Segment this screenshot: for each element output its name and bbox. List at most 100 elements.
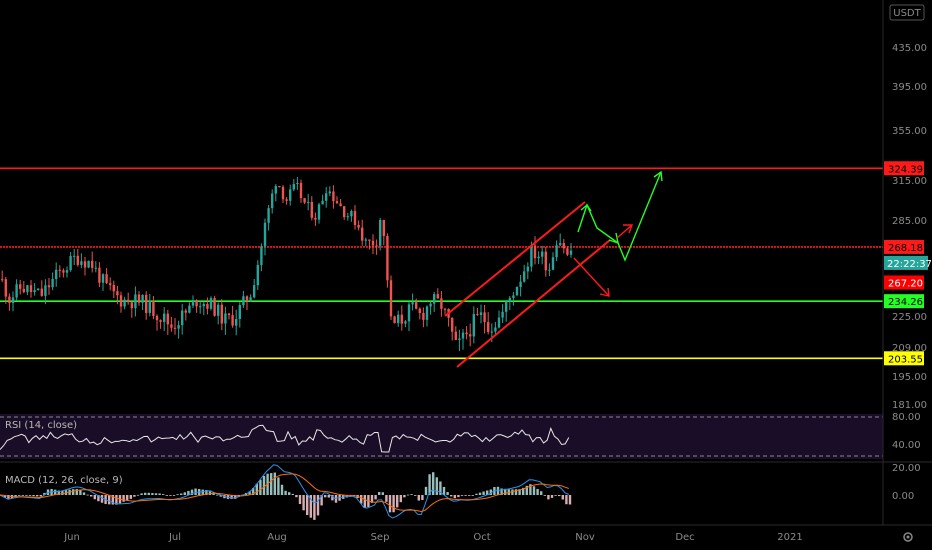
price-tick-label: 195.00: [892, 372, 927, 383]
macd-histogram-bar: [399, 495, 402, 503]
candle: [166, 309, 169, 335]
candle: [429, 301, 432, 315]
macd-histogram-bar: [248, 491, 251, 495]
macd-histogram-bar: [320, 495, 323, 506]
candle: [65, 266, 69, 278]
candle: [569, 243, 573, 258]
macd-histogram-bar: [169, 495, 172, 496]
candle: [364, 237, 367, 247]
projection-arrow-green[interactable]: [577, 171, 662, 262]
candle: [98, 262, 101, 288]
macd-histogram-bar: [540, 491, 543, 495]
macd-histogram-bar: [561, 495, 564, 500]
macd-label: MACD (12, 26, close, 9): [5, 475, 123, 486]
level-tag: 234.26: [884, 294, 924, 309]
arrow-head-green-2[interactable]: [608, 232, 619, 245]
macd-histogram-bar: [392, 495, 395, 513]
projection-arrow-red[interactable]: [573, 257, 610, 297]
macd-histogram-bar: [374, 495, 377, 500]
arrow-head-green-1[interactable]: [580, 203, 592, 212]
time-axis[interactable]: Jun Jul Aug Sep Oct Nov Dec 2021: [0, 524, 932, 543]
candle: [152, 295, 155, 320]
macd-histogram-bar: [514, 489, 518, 495]
price-tick-label: 181.00: [892, 400, 927, 411]
candle: [404, 320, 407, 328]
countdown-tag: 22:22:37: [884, 255, 932, 270]
macd-histogram-bar: [385, 495, 388, 502]
macd-histogram-bar: [219, 495, 222, 497]
macd-histogram-bar: [302, 495, 305, 511]
macd-line: [0, 464, 569, 519]
macd-histogram-bar: [280, 484, 284, 495]
macd-histogram-bar: [79, 490, 82, 495]
macd-histogram-bar: [543, 495, 546, 496]
macd-histogram-bar: [90, 495, 93, 497]
prev-close-tag: 267.20: [884, 275, 924, 290]
macd-histogram-bar: [25, 495, 28, 496]
macd-histogram-bar: [144, 492, 147, 495]
candle: [134, 286, 137, 317]
macd-histogram-bar: [424, 486, 428, 495]
candle: [487, 312, 490, 335]
candle: [411, 293, 414, 311]
candle: [209, 296, 213, 311]
macd-histogram-bar: [75, 489, 78, 495]
macd-histogram-bar: [36, 495, 39, 497]
time-tick-label: Jul: [168, 532, 181, 543]
currency-box[interactable]: [889, 4, 925, 21]
macd-histogram-bar: [262, 475, 266, 495]
candle: [289, 184, 292, 206]
candle: [357, 220, 360, 231]
macd-histogram-bar: [230, 495, 233, 499]
gear-icon[interactable]: [903, 532, 913, 542]
candle: [314, 212, 317, 226]
macd-histogram-bar: [21, 495, 24, 496]
macd-histogram-bar: [457, 495, 460, 498]
macd-histogram-bar: [309, 495, 312, 518]
candle: [526, 262, 529, 280]
candles: [1, 177, 573, 352]
channel-lower-line[interactable]: [456, 239, 611, 368]
candle: [80, 253, 83, 269]
arrow-head-red[interactable]: [599, 287, 610, 297]
arrow-head-green-3[interactable]: [653, 170, 663, 182]
candle: [451, 317, 454, 341]
candle: [173, 318, 177, 335]
macd-histogram-bar: [316, 495, 320, 516]
macd-histogram-bar: [547, 495, 550, 500]
candle: [29, 279, 33, 298]
macd-histogram-bar: [450, 495, 453, 497]
candle: [433, 291, 436, 312]
projection-arrow-orange[interactable]: [616, 224, 633, 239]
candle: [227, 313, 231, 320]
candle: [332, 185, 335, 209]
candle: [472, 306, 475, 344]
candle: [141, 294, 144, 311]
macd-histogram-bar: [529, 484, 532, 495]
arrow-head-orange[interactable]: [623, 224, 634, 234]
macd-histogram-bar: [234, 495, 237, 499]
candle: [47, 277, 51, 295]
candle: [389, 275, 393, 320]
time-tick-label: Sep: [371, 532, 390, 543]
channel-upper-line[interactable]: [444, 201, 586, 317]
rsi-indicator: 80.00 40.00: [0, 412, 921, 457]
level-tag-text: 234.26: [888, 297, 923, 308]
candle: [562, 238, 565, 254]
candle: [461, 328, 465, 350]
candle: [267, 205, 270, 231]
candle: [299, 179, 303, 203]
rsi-pane[interactable]: [0, 414, 883, 459]
candle: [415, 298, 418, 310]
candle: [465, 326, 468, 340]
macd-histogram-bar: [370, 495, 374, 503]
macd-histogram-bar: [7, 495, 10, 500]
macd-histogram-bar: [381, 492, 384, 495]
macd-histogram-bar: [208, 490, 212, 495]
candle: [220, 299, 223, 331]
candle: [155, 314, 159, 331]
price-axis[interactable]: 435.00 395.00 355.00 315.00 285.00 225.00 209.…: [882, 0, 932, 525]
macd-histogram-bar: [288, 492, 291, 495]
macd-histogram-bar: [565, 495, 568, 505]
